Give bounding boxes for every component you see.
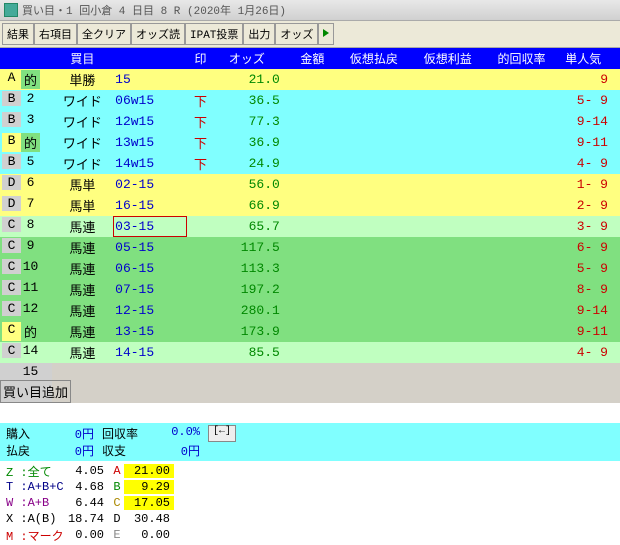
buy-label: 購入 — [6, 425, 36, 442]
toolbar-btn-6[interactable]: オッズ — [275, 23, 318, 45]
bet-table: 買目印オッズ金額仮想払戻仮想利益的回収率単人気 A的単勝1521.09B2ワイド… — [0, 48, 620, 403]
toolbar-btn-0[interactable]: 結果 — [2, 23, 34, 45]
table-row[interactable]: C12馬連12-15280.19-14 — [0, 300, 620, 321]
add-row[interactable]: 買い目追加 — [0, 380, 71, 403]
table-row[interactable]: D7馬単16-1566.92- 9 — [0, 195, 620, 216]
toolbar-btn-2[interactable]: 全クリア — [77, 23, 131, 45]
spacer — [0, 403, 620, 423]
table-row[interactable]: C8馬連03-1565.73- 9 — [0, 216, 620, 237]
app-icon — [4, 3, 18, 17]
pay-value: 0円 — [44, 442, 94, 459]
toolbar: 結果右項目全クリアオッズ読IPAT投票出力オッズ — [0, 21, 620, 48]
table-row[interactable]: C11馬連07-15197.28- 9 — [0, 279, 620, 300]
table-row[interactable]: B3ワイド12w15下77.39-14 — [0, 111, 620, 132]
table-row[interactable]: C9馬連05-15117.56- 9 — [0, 237, 620, 258]
toolbar-btn-4[interactable]: IPAT投票 — [185, 23, 243, 45]
stats-row: T :A+B+C4.68B9.29 — [6, 479, 614, 495]
table-row[interactable]: C14馬連14-1585.54- 9 — [0, 342, 620, 363]
table-row[interactable]: B的ワイド13w15下36.99-11 — [0, 132, 620, 153]
table-row[interactable]: C10馬連06-15113.35- 9 — [0, 258, 620, 279]
table-row[interactable]: A的単勝1521.09 — [0, 69, 620, 90]
back-button[interactable]: [←] — [208, 425, 236, 442]
table-row[interactable]: C的馬連13-15173.99-11 — [0, 321, 620, 342]
rate-label: 回収率 — [102, 425, 142, 442]
rate-value: 0.0% — [150, 425, 200, 442]
toolbar-btn-1[interactable]: 右項目 — [34, 23, 77, 45]
bet-tbody: A的単勝1521.09B2ワイド06w15下36.55- 9B3ワイド12w15… — [0, 69, 620, 403]
stats-row: W :A+B6.44C17.05 — [6, 495, 614, 511]
stats-row: Z :全て4.05A21.00 — [6, 463, 614, 479]
table-row[interactable]: 15買い目追加 — [0, 363, 620, 403]
bal-value: 0円 — [150, 442, 200, 459]
toolbar-btn-5[interactable]: 出力 — [243, 23, 275, 45]
stats-panel: Z :全て4.05A21.00T :A+B+C4.68B9.29W :A+B6.… — [0, 461, 620, 545]
table-row[interactable]: B2ワイド06w15下36.55- 9 — [0, 90, 620, 111]
buy-value: 0円 — [44, 425, 94, 442]
toolbar-btn-3[interactable]: オッズ読 — [131, 23, 185, 45]
pay-label: 払戻 — [6, 442, 36, 459]
play-button[interactable] — [318, 23, 334, 45]
table-row[interactable]: D6馬単02-1556.01- 9 — [0, 174, 620, 195]
window-title: 買い目・1 回小倉 4 日目 8 R (2020年 1月26日) — [22, 2, 286, 18]
stats-row: X :A(B)18.74D30.48 — [6, 511, 614, 527]
header-row: 買目印オッズ金額仮想払戻仮想利益的回収率単人気 — [0, 48, 620, 69]
table-row[interactable]: B5ワイド14w15下24.94- 9 — [0, 153, 620, 174]
summary-panel: 購入 0円 回収率 0.0% [←] 払戻 0円 収支 0円 — [0, 423, 620, 461]
titlebar: 買い目・1 回小倉 4 日目 8 R (2020年 1月26日) — [0, 0, 620, 21]
bal-label: 収支 — [102, 442, 142, 459]
stats-row: M :マーク0.00E0.00 — [6, 527, 614, 543]
